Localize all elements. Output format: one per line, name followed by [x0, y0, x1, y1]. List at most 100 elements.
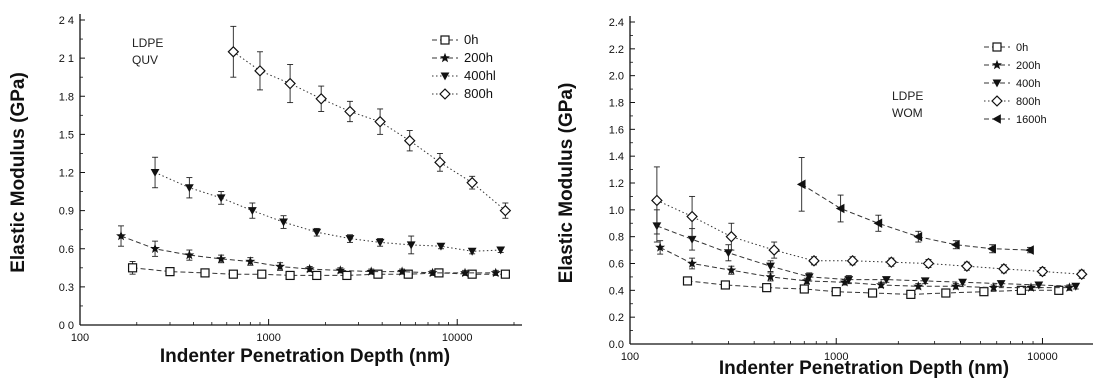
data-point	[1036, 265, 1049, 278]
y-tick-label: 2 1	[59, 53, 74, 65]
data-point	[228, 269, 238, 279]
data-point	[958, 278, 968, 287]
legend-label: 0h	[1016, 42, 1028, 54]
data-point	[366, 266, 377, 276]
legend-label: 0h	[464, 32, 478, 47]
right-chart-panel: 0.0 0.2 0.4 0.6 0.8 1.0 1.2 1.4 1.6 1.8 2.0 2.2 2.4 1…	[548, 0, 1093, 381]
x-tick-label: 100	[71, 332, 89, 344]
data-point	[906, 289, 916, 299]
data-point	[979, 287, 989, 297]
data-point	[987, 243, 996, 254]
x-tick-label: 1000	[256, 332, 280, 344]
data-point	[762, 283, 772, 293]
legend-label: 800h	[1016, 96, 1040, 108]
data-point	[881, 276, 891, 284]
data-point	[434, 156, 446, 169]
series-800h	[227, 25, 512, 219]
legend-label: 200h	[1016, 60, 1040, 72]
data-point	[765, 271, 776, 282]
data-point	[808, 255, 820, 267]
data-point	[725, 230, 738, 243]
ldpe-wom-chart: 0.0 0.2 0.4 0.6 0.8 1.0 1.2 1.4 1.6 1.8 2.0 2.2 2.4 1…	[556, 16, 1093, 379]
data-point	[687, 235, 697, 244]
data-point	[150, 243, 160, 253]
sample-annotation: LDPE	[132, 36, 163, 50]
series-0h	[127, 261, 510, 281]
data-point	[397, 266, 407, 276]
data-point	[466, 176, 478, 189]
data-point	[490, 267, 501, 278]
series-line	[659, 246, 1070, 289]
legend-label: 1600h	[1016, 114, 1047, 126]
y-tick-label: 2 4	[59, 15, 74, 27]
y-tick-label: 1.0	[609, 205, 624, 217]
data-point	[1016, 285, 1026, 295]
data-point	[184, 249, 195, 260]
data-point	[247, 207, 257, 216]
series-800h	[651, 166, 1088, 281]
x-axis-title: Indenter Penetration Depth (nm)	[160, 346, 450, 367]
data-point	[920, 277, 930, 286]
data-point	[846, 255, 859, 267]
data-point	[988, 282, 999, 292]
data-point	[720, 280, 730, 290]
data-point	[651, 194, 663, 207]
data-point	[839, 277, 850, 287]
data-point	[345, 235, 355, 243]
legend-marker	[440, 52, 450, 63]
sample-annotation: WOM	[892, 106, 923, 120]
legend-marker	[992, 42, 1002, 52]
x-tick-label: 100	[621, 351, 639, 363]
data-point	[726, 265, 737, 275]
legend-label: 200h	[464, 50, 493, 65]
data-point	[951, 239, 960, 250]
data-point	[257, 269, 267, 279]
data-point	[344, 105, 356, 118]
data-point	[216, 194, 226, 203]
data-point	[655, 242, 666, 252]
data-point	[1025, 245, 1034, 255]
data-point	[312, 228, 322, 237]
legend-marker	[992, 59, 1002, 70]
data-point	[1054, 285, 1064, 295]
data-point	[1071, 282, 1081, 291]
y-tick-label: 1.6	[609, 124, 624, 136]
data-point	[766, 262, 775, 271]
data-point	[941, 288, 951, 298]
data-point	[913, 281, 924, 291]
sample-annotation: QUV	[132, 53, 158, 67]
y-tick-label: 0.6	[609, 259, 624, 271]
data-point	[335, 265, 346, 275]
data-point	[406, 241, 416, 250]
data-point	[687, 258, 697, 268]
legend-label: 400hl	[464, 68, 496, 83]
y-tick-label: 2.2	[609, 44, 624, 56]
legend: 0h 200h 400h 800h 1600h	[984, 42, 1047, 126]
data-point	[227, 45, 240, 58]
x-tick-label: 10000	[442, 332, 473, 344]
data-point	[873, 218, 883, 229]
data-point	[682, 276, 693, 286]
y-tick-label: 0.3	[59, 282, 74, 294]
legend-marker	[992, 79, 1002, 88]
series-200h	[116, 225, 501, 278]
data-point	[876, 279, 886, 290]
data-point	[216, 253, 227, 264]
series-line	[233, 51, 506, 211]
data-point	[165, 267, 175, 277]
data-point	[996, 280, 1006, 289]
data-point	[315, 92, 327, 105]
data-point	[285, 270, 295, 281]
data-point	[922, 257, 935, 270]
legend-label: 800h	[464, 86, 493, 101]
series-line	[656, 199, 1082, 275]
data-point	[961, 260, 973, 272]
y-tick-label: 1.8	[59, 91, 74, 103]
series-400hl	[150, 156, 506, 256]
data-point	[799, 284, 809, 294]
data-point	[279, 218, 288, 227]
y-tick-label: 1.4	[609, 151, 624, 163]
data-point	[427, 267, 438, 278]
data-point	[375, 238, 385, 247]
data-point	[150, 168, 160, 177]
